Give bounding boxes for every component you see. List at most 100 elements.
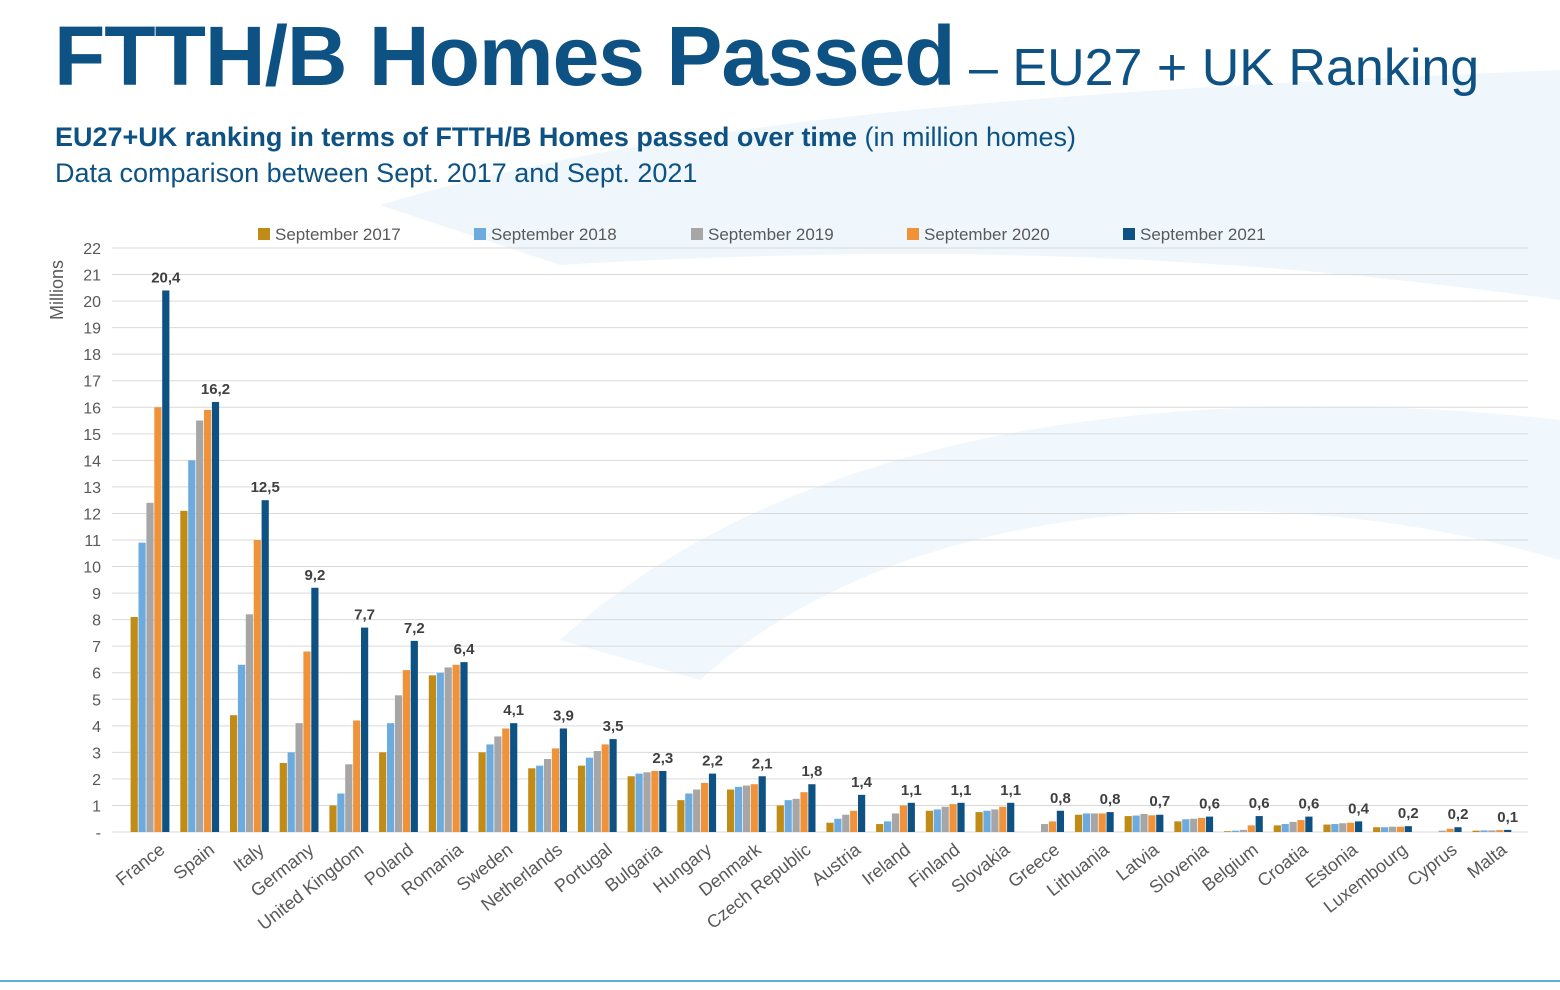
- bar: [1355, 821, 1363, 832]
- bar: [311, 587, 319, 832]
- bar: [1132, 815, 1140, 832]
- bar: [975, 812, 983, 832]
- bar: [1140, 813, 1148, 832]
- legend-label: September 2017: [275, 225, 401, 244]
- bar: [1281, 824, 1289, 832]
- bar: [1323, 824, 1331, 832]
- bar: [394, 695, 403, 832]
- bar: [1224, 831, 1232, 832]
- bar: [983, 810, 991, 832]
- bar: [899, 805, 907, 832]
- y-tick-label: 13: [83, 480, 101, 497]
- bar: [1148, 815, 1156, 832]
- bar: [436, 672, 444, 832]
- y-tick-label: 9: [92, 586, 101, 603]
- bar: [303, 651, 311, 832]
- y-tick-label: 17: [83, 374, 101, 391]
- data-label: 0,1: [1497, 809, 1518, 826]
- data-label: 7,2: [404, 620, 425, 637]
- bar: [1198, 817, 1206, 832]
- bar: [428, 675, 436, 832]
- bar: [146, 502, 154, 832]
- bar: [261, 500, 269, 832]
- bar: [708, 773, 717, 832]
- x-tick-label: Cyprus: [1403, 839, 1460, 890]
- bar: [1381, 827, 1389, 832]
- bar: [1082, 813, 1090, 832]
- bar: [1504, 829, 1512, 832]
- x-tick-label: Malta: [1463, 839, 1511, 882]
- bar: [727, 789, 735, 832]
- data-label: 12,5: [251, 479, 280, 496]
- bar: [1446, 828, 1454, 832]
- x-tick-label: Austria: [808, 839, 865, 890]
- bar: [188, 460, 196, 832]
- bar: [361, 627, 369, 832]
- bar: [1373, 827, 1381, 832]
- data-label: 1,1: [951, 782, 972, 799]
- bar: [279, 762, 287, 832]
- bar: [949, 804, 957, 832]
- data-label: 20,4: [151, 269, 181, 286]
- bar: [1388, 826, 1397, 832]
- bar: [162, 290, 170, 832]
- y-tick-label: 20: [83, 294, 101, 311]
- bar: [1090, 813, 1098, 832]
- data-label: 0,6: [1298, 796, 1319, 813]
- bar: [784, 800, 792, 832]
- bar: [858, 794, 866, 832]
- bar: [1488, 830, 1496, 832]
- bar: [245, 614, 253, 832]
- subtitle-unit: (in million homes): [864, 122, 1077, 152]
- bar: [659, 770, 667, 832]
- bar: [651, 770, 659, 832]
- bar: [1297, 820, 1305, 832]
- legend-label: September 2018: [491, 225, 617, 244]
- bar: [677, 800, 685, 832]
- bar: [559, 728, 567, 832]
- bar: [1182, 819, 1190, 832]
- bar: [452, 664, 460, 832]
- bar: [758, 776, 766, 832]
- bar: [627, 776, 635, 832]
- data-label: 2,3: [652, 750, 673, 767]
- bar: [1331, 824, 1339, 832]
- y-tick-label: 11: [84, 533, 101, 550]
- bar: [1247, 825, 1255, 832]
- y-tick-label: 10: [83, 560, 101, 577]
- data-label: 6,4: [454, 641, 476, 658]
- data-label: 4,1: [503, 702, 524, 719]
- data-label: 7,7: [354, 607, 375, 624]
- bar: [1472, 830, 1480, 832]
- bar: [585, 757, 593, 832]
- y-tick-label: 2: [92, 772, 101, 789]
- bar: [991, 809, 999, 832]
- bar: [528, 768, 536, 832]
- subtitle-bold: EU27+UK ranking in terms of FTTH/B Homes…: [55, 122, 857, 152]
- bar: [1106, 812, 1114, 832]
- bar: [792, 798, 800, 832]
- bar: [287, 752, 295, 832]
- bar: [154, 407, 162, 832]
- bar: [941, 806, 949, 832]
- data-label: 0,4: [1348, 800, 1370, 817]
- bar: [693, 789, 701, 832]
- bar: [884, 821, 892, 832]
- bar: [337, 793, 345, 832]
- y-tick-label: 19: [83, 321, 101, 338]
- page-title: FTTH/B Homes Passed – EU27 + UK Ranking: [54, 14, 1479, 98]
- bar: [502, 728, 510, 832]
- bar: [933, 809, 941, 832]
- data-label: 0,6: [1199, 796, 1220, 813]
- bar: [1396, 826, 1404, 832]
- bar: [544, 759, 552, 832]
- data-label: 1,1: [1000, 782, 1021, 799]
- bar: [460, 662, 468, 832]
- legend-swatch: [1123, 228, 1135, 240]
- bar: [577, 765, 586, 832]
- legend-swatch: [258, 228, 270, 240]
- bar: [387, 723, 395, 832]
- data-label: 0,8: [1050, 790, 1071, 807]
